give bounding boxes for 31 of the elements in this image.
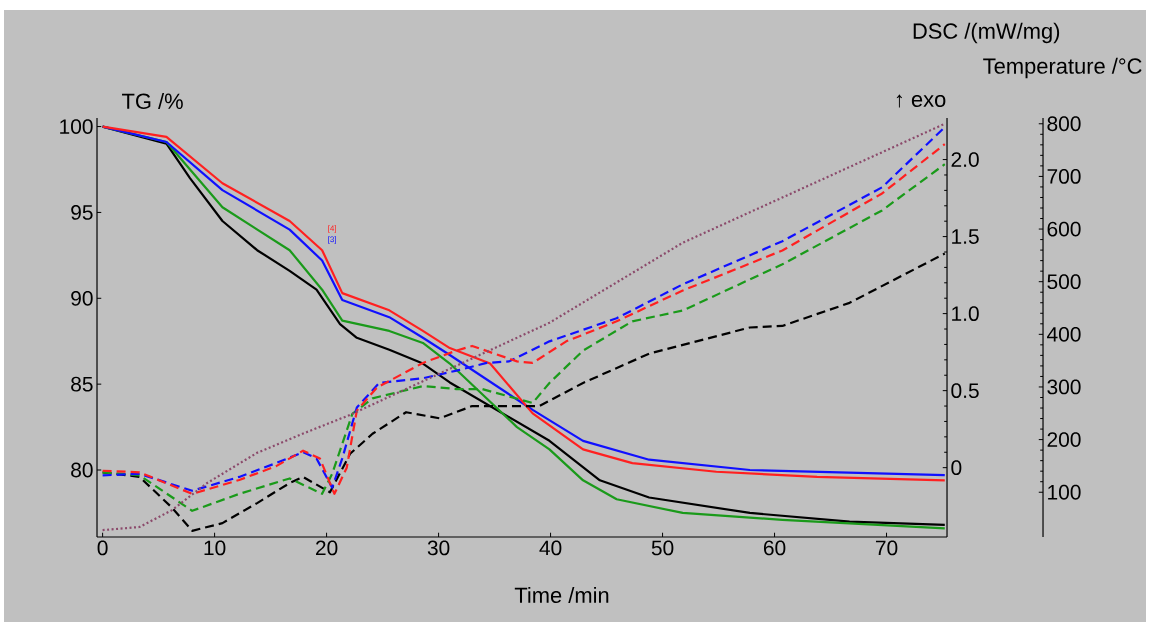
y3-tick-label: 600 [1047, 221, 1081, 237]
x-tick-label: 30 [427, 540, 450, 556]
x-tick-label: 10 [204, 540, 226, 556]
y-tick-label: 80 [71, 462, 93, 478]
x-tick-label: 50 [651, 540, 674, 556]
y3-tick-label: 200 [1047, 432, 1081, 448]
x-axis-title: Time /min [514, 586, 609, 604]
y-tick-label: 90 [71, 290, 93, 306]
text: ↑ exo [896, 94, 946, 108]
y2-tick-label: 2.0 [951, 152, 979, 167]
y2-tick-label: 1.0 [952, 306, 979, 322]
y3-tick-label: 700 [1047, 169, 1081, 184]
y-axis-title: TG /% [122, 92, 183, 110]
y3-axis-title: Temperature /°C [983, 57, 1142, 79]
y3-tick-label: 100 [1048, 484, 1081, 500]
x-tick-label: 70 [875, 540, 898, 556]
y3-tick-label: 800 [1047, 116, 1081, 132]
y2-tick-label: 1.5 [952, 229, 979, 244]
x-tick-label: 60 [763, 540, 786, 556]
y2-axis-title: DSC /(mW/mg) [913, 22, 1060, 44]
x-tick-label: 40 [539, 540, 562, 556]
y-tick-label: 85 [71, 376, 93, 392]
y3-tick-label: 400 [1047, 326, 1081, 342]
y-tick-label: 100 [60, 119, 93, 134]
y3-tick-label: 500 [1047, 274, 1081, 290]
y2-tick-label: 0.5 [951, 383, 979, 399]
y-tick-label: 95 [71, 205, 93, 220]
y3-tick-label: 300 [1047, 379, 1081, 395]
y2-tick-label: 0 [951, 460, 962, 476]
x-tick-label: 0 [97, 540, 108, 556]
x-tick-label: 20 [316, 540, 338, 556]
